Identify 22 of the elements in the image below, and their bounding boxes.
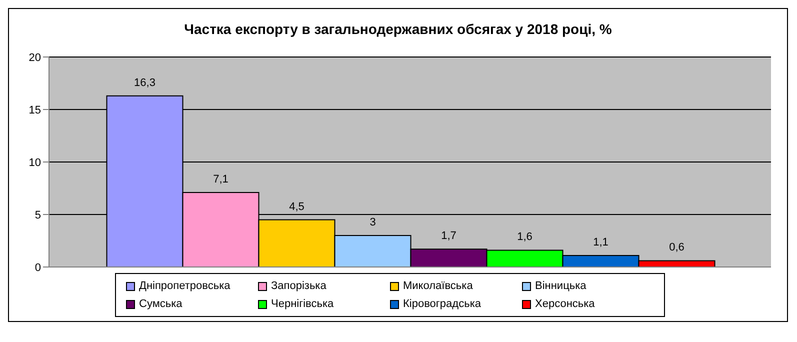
chart-title: Частка експорту в загальнодержавних обсягах у 2018 році, %: [183, 20, 613, 39]
legend-label: Миколаївська: [403, 280, 473, 292]
legend-label: Дніпропетровська: [139, 280, 230, 292]
data-label: 1,6: [517, 231, 532, 244]
legend-label: Сумська: [139, 298, 182, 310]
data-label: 3: [370, 216, 376, 228]
data-label: 4,5: [289, 200, 304, 213]
data-label: 7,1: [213, 173, 228, 186]
legend-label: Вінницька: [535, 280, 586, 292]
legend-label: Чернігівська: [271, 298, 334, 310]
data-label: 0,6: [669, 242, 684, 254]
legend-label: Херсонська: [535, 298, 595, 310]
legend-label: Запорізька: [271, 280, 326, 292]
y-tick-label: 5: [34, 209, 41, 222]
y-tick-label: 15: [28, 104, 41, 116]
legend-label: Кіровоградська: [403, 298, 481, 310]
data-label: 16,3: [134, 76, 156, 89]
y-tick-label: 0: [34, 262, 41, 274]
y-tick-label: 20: [28, 52, 41, 64]
y-tick-label: 10: [28, 156, 41, 169]
data-label: 1,7: [441, 230, 456, 242]
data-label: 1,1: [593, 236, 608, 248]
